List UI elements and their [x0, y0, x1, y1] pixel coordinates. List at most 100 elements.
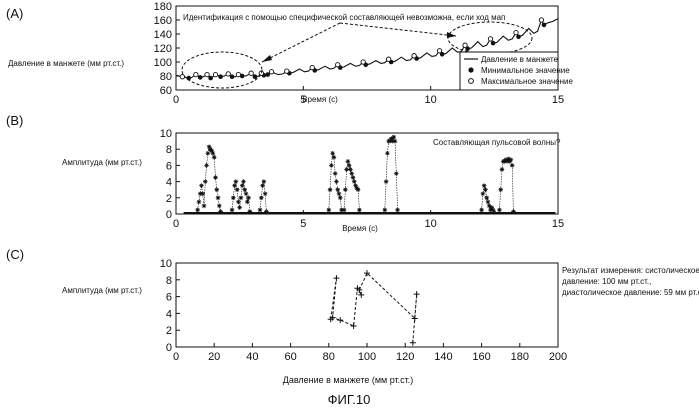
minimum-marker	[491, 41, 496, 46]
legend-filled-marker	[468, 67, 473, 72]
panel-c-ytick-label: 6	[166, 292, 172, 304]
panel-a-ylabel: Давление в манжете (мм рт.ст.)	[8, 59, 124, 68]
amplitude-point	[351, 175, 356, 180]
maximum-marker	[249, 71, 253, 75]
panel-a-ytick-label: 60	[160, 85, 172, 97]
callout-arrowhead-right	[447, 32, 456, 38]
panel-c-xtick-label: 120	[396, 351, 414, 363]
panel-c-ytick-label: 0	[166, 342, 172, 354]
amplitude-point	[383, 208, 388, 213]
amplitude-point	[246, 196, 251, 201]
panel-c-ytick-label: 2	[166, 325, 172, 337]
callout-arrow-left	[262, 23, 340, 62]
amplitude-point	[230, 208, 235, 213]
panel-a-ytick-label: 80	[160, 71, 172, 83]
envelope-point	[337, 317, 343, 323]
amplitude-point	[500, 167, 505, 172]
amplitude-point	[338, 196, 343, 201]
panel-b-ytick-label: 4	[166, 177, 172, 189]
panel-c-xtick-label: 40	[246, 351, 258, 363]
amplitude-point	[259, 196, 264, 201]
envelope-point	[410, 340, 416, 346]
amplitude-point	[395, 208, 400, 213]
amplitude-point	[213, 175, 218, 180]
panel-b-ytick-label: 0	[166, 209, 172, 221]
amplitude-point	[330, 151, 335, 156]
amplitude-point	[483, 187, 488, 192]
amplitude-point	[498, 187, 503, 192]
amplitude-point	[479, 208, 484, 213]
amplitude-point	[393, 139, 398, 144]
amplitude-point	[239, 196, 244, 201]
panel-a: (A) Давление в манжете (мм рт.ст.) Время…	[6, 1, 573, 106]
amplitude-point	[264, 209, 269, 214]
amplitude-point	[349, 171, 354, 176]
amplitude-point	[240, 183, 245, 188]
amplitude-point	[333, 171, 338, 176]
panel-b-ytick-label: 8	[166, 144, 172, 156]
panel-c-annotation-line-1: Результат измерения: систолическое	[562, 266, 699, 275]
maximum-marker	[205, 72, 209, 76]
panel-b-label: (B)	[6, 113, 23, 128]
amplitude-point	[486, 200, 491, 205]
envelope-point	[351, 323, 357, 329]
panel-a-ytick-label: 100	[154, 57, 172, 69]
maximum-marker	[213, 72, 217, 76]
panel-a-ytick-label: 120	[154, 43, 172, 55]
panel-c-xtick-label: 160	[472, 351, 490, 363]
callout-arrowhead-left	[262, 55, 272, 62]
maximum-marker	[412, 54, 416, 58]
amplitude-point	[206, 151, 211, 156]
panel-a-xtick-label: 10	[425, 94, 437, 106]
amplitude-point	[212, 155, 217, 160]
maximum-marker	[539, 18, 543, 22]
maximum-marker	[226, 72, 230, 76]
panel-b-xlabel: Время (с)	[342, 224, 378, 233]
panel-b: (B) Амплитуда (мм рт.ст.) Время (с) Сост…	[6, 113, 564, 233]
legend-entry-cuff-pressure: Давление в манжете	[481, 55, 559, 64]
figure-caption: ФИГ.10	[328, 392, 371, 407]
amplitude-point	[211, 151, 216, 156]
maximum-marker	[361, 60, 365, 64]
amplitude-point	[391, 135, 396, 140]
panel-c-xtick-label: 60	[284, 351, 296, 363]
envelope-point	[333, 275, 339, 281]
panel-c-xlabel: Давление в манжете (мм рт.ст.)	[283, 375, 414, 385]
amplitude-point	[357, 208, 362, 213]
maximum-marker	[285, 69, 289, 73]
panel-b-xtick-label: 10	[425, 218, 437, 230]
amplitude-point	[200, 191, 205, 196]
panel-a-xtick-label: 5	[300, 94, 306, 106]
amplitude-point	[218, 209, 223, 214]
panel-c-xtick-label: 140	[434, 351, 452, 363]
panel-b-ytick-label: 2	[166, 193, 172, 205]
maximum-marker	[310, 65, 314, 69]
maximum-marker	[259, 71, 263, 75]
amplitude-point	[204, 163, 209, 168]
minimum-marker	[218, 74, 223, 79]
panel-a-xtick-label: 15	[552, 94, 564, 106]
amplitude-point	[348, 167, 353, 172]
maximum-marker	[386, 57, 390, 61]
panel-b-xtick-label: 15	[552, 218, 564, 230]
amplitude-point	[236, 200, 241, 205]
minimum-marker	[516, 35, 521, 40]
panel-a-label: (A)	[6, 6, 23, 21]
panel-a-ytick-label: 160	[154, 15, 172, 27]
panel-c-ytick-label: 10	[160, 258, 172, 270]
envelope-line	[331, 273, 417, 343]
panel-c-xtick-label: 0	[173, 351, 179, 363]
panel-b-xtick-label: 0	[173, 218, 179, 230]
panel-c-xtick-label: 180	[511, 351, 529, 363]
amplitude-point	[248, 209, 253, 214]
minimum-marker	[253, 74, 258, 79]
panel-c-annotation-line-2: давление: 100 мм рт.ст.,	[562, 277, 651, 286]
panel-b-ytick-label: 10	[160, 128, 172, 140]
panel-a-annotation: Идентификация с помощью специфической со…	[183, 13, 505, 22]
amplitude-point	[235, 187, 240, 192]
panel-c-xtick-label: 200	[549, 351, 567, 363]
amplitude-point	[216, 196, 221, 201]
amplitude-point	[328, 187, 333, 192]
maximum-marker	[437, 49, 441, 53]
